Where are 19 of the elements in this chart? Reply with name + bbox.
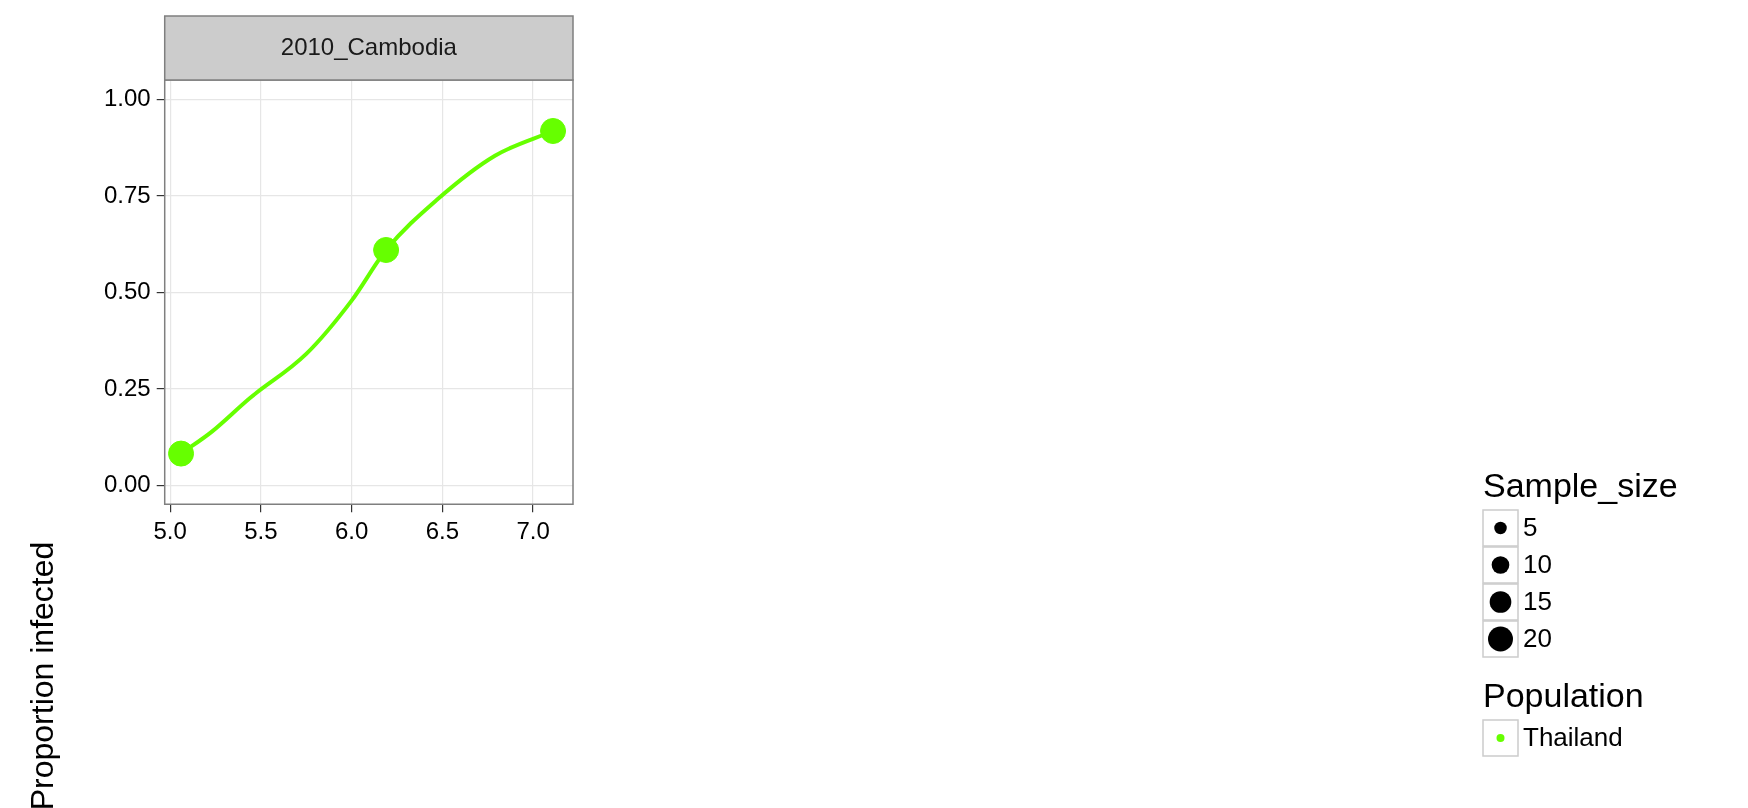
y-tick-label: 0.25 bbox=[103, 373, 151, 401]
y-tick-label: 0.00 bbox=[103, 470, 151, 498]
y-tick-label: 0.50 bbox=[103, 277, 151, 305]
legend-label: 5 bbox=[1523, 512, 1538, 543]
legend-label: 20 bbox=[1523, 623, 1552, 654]
x-tick-label: 7.0 bbox=[516, 517, 550, 545]
text: Sample_size bbox=[1483, 466, 1678, 505]
legend-label: 15 bbox=[1523, 586, 1552, 617]
x-tick-label: 5.0 bbox=[153, 517, 187, 545]
legend-label: 10 bbox=[1523, 549, 1552, 580]
y-axis-title: Proportion infected bbox=[23, 541, 60, 808]
x-tick-label: 5.5 bbox=[244, 517, 278, 545]
y-tick-label: 1.00 bbox=[103, 83, 151, 111]
text: Population bbox=[1483, 676, 1644, 715]
x-tick-label: 6.5 bbox=[425, 517, 460, 545]
legend-label: Thailand bbox=[1523, 722, 1623, 753]
x-tick-label: 6.0 bbox=[334, 517, 369, 545]
chart-title: 2010_Cambodia bbox=[280, 32, 458, 60]
y-tick-label: 0.75 bbox=[103, 180, 151, 208]
